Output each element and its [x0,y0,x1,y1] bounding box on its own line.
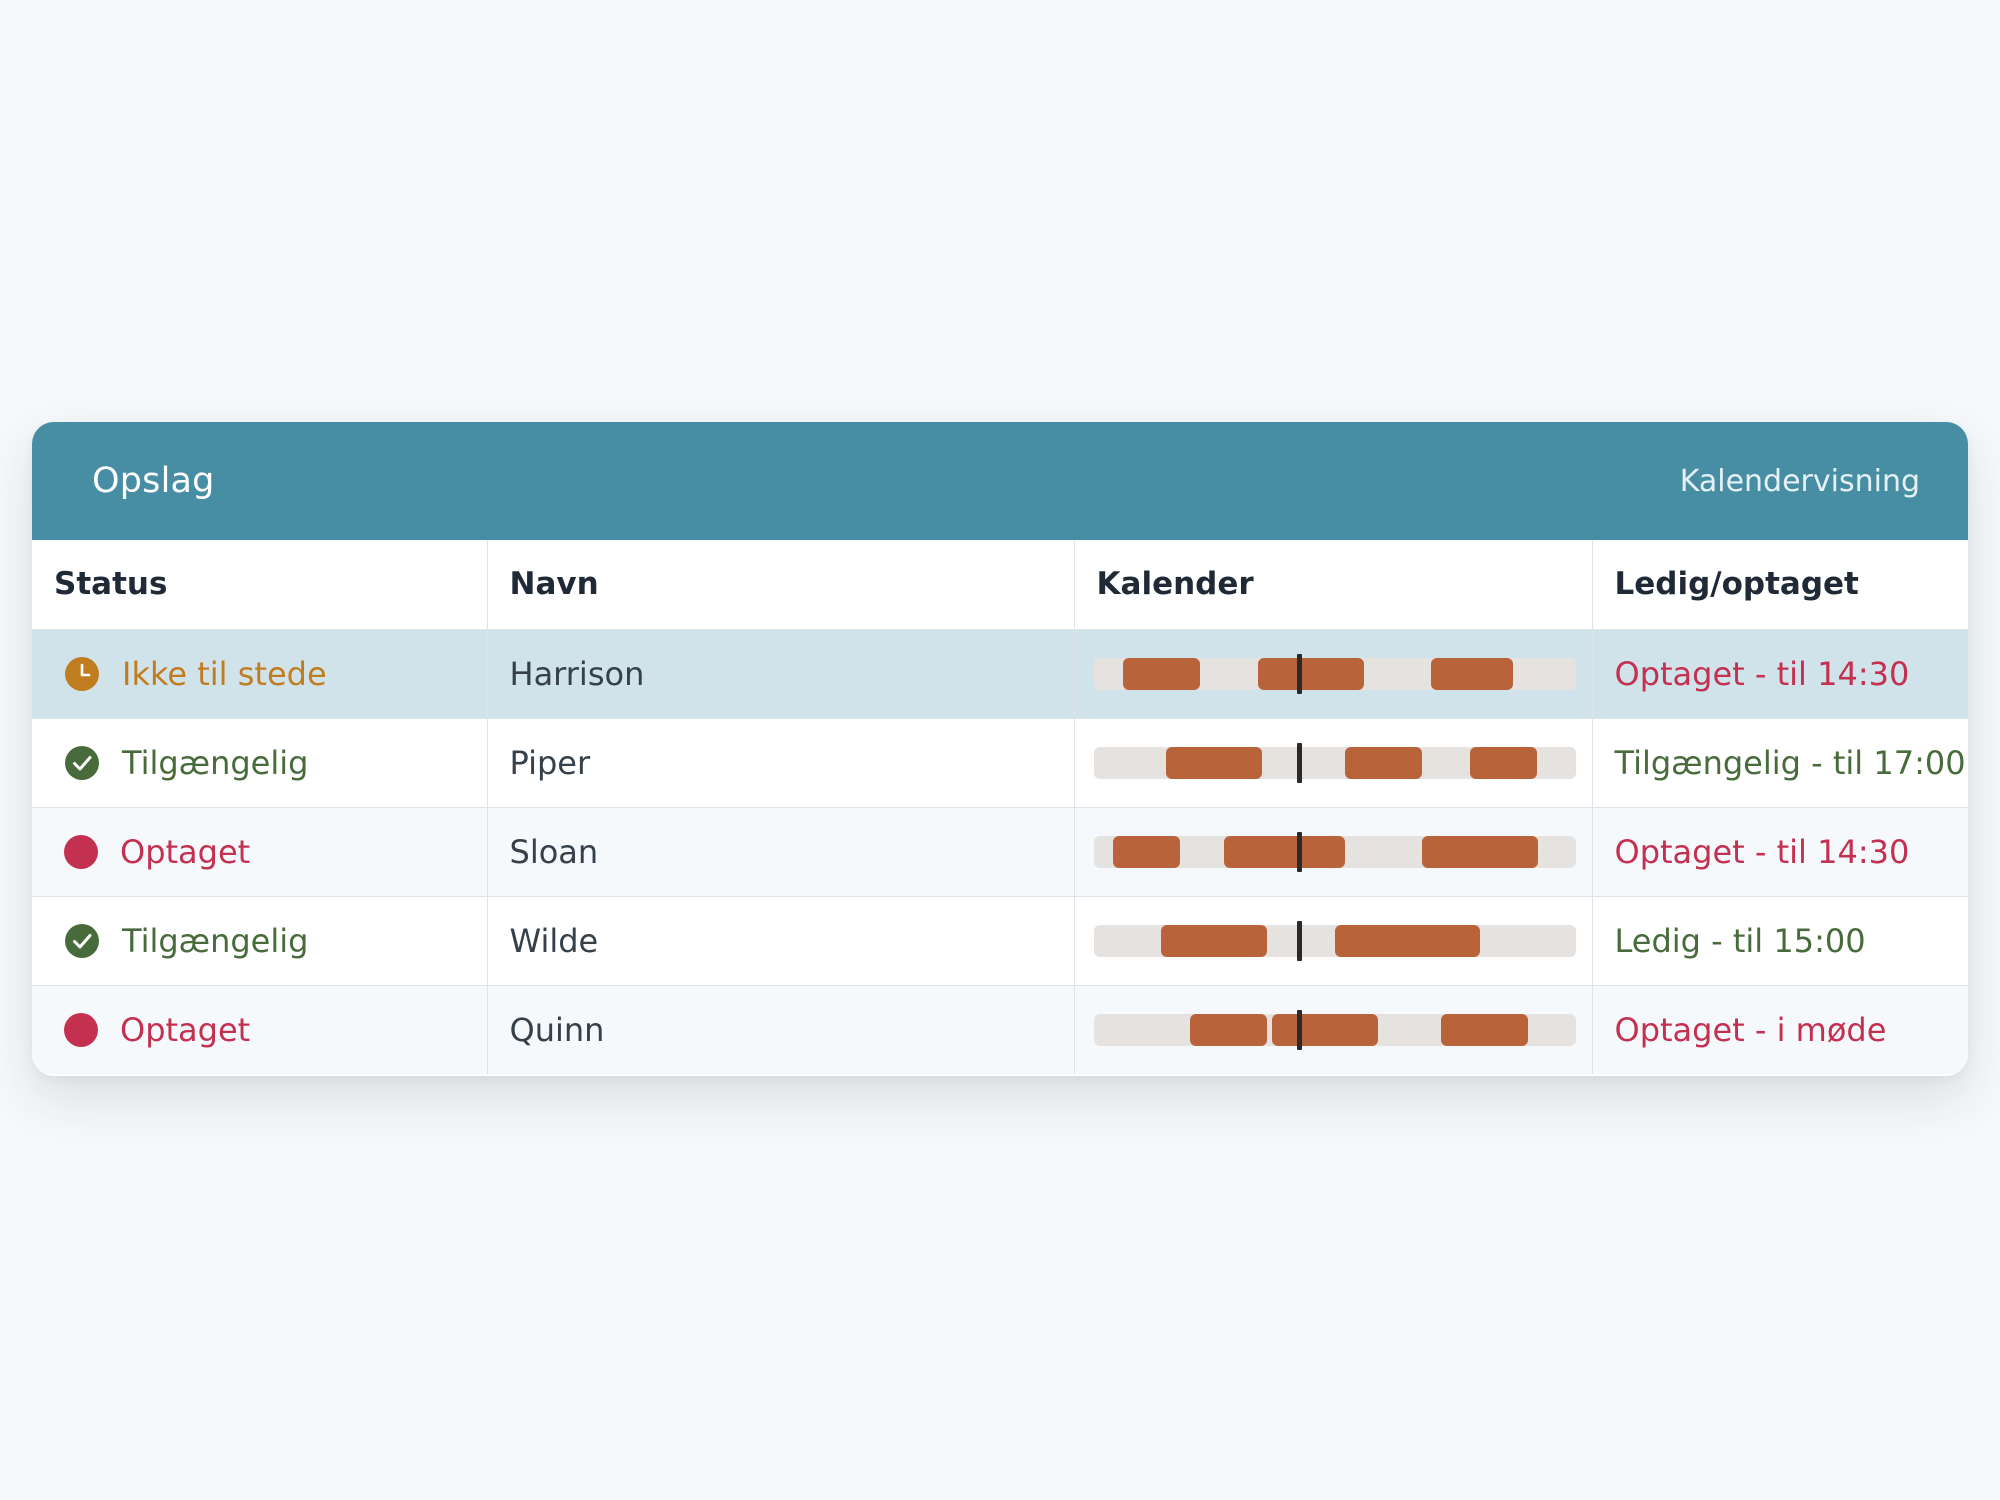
table-row[interactable]: Ikke til stede Harrison Optaget - til 14:3… [32,629,1968,719]
current-time-marker [1296,742,1302,783]
availability-text: Tilgængelig - til 17:00 [1592,718,1968,808]
busy-block[interactable] [1469,746,1537,779]
person-name[interactable]: Sloan [487,807,1075,897]
status-indicator: Tilgængelig [64,743,486,782]
busy-block[interactable] [1165,746,1262,779]
busy-block[interactable] [1160,924,1267,957]
calendar-cell [1074,629,1593,719]
calendar-timeline[interactable] [1093,1009,1576,1050]
calendar-cell [1074,807,1593,897]
table-row[interactable]: Optaget Sloan Optaget - til 14:30 [32,807,1968,897]
availability-text: Ledig - til 15:00 [1592,896,1968,986]
calendar-timeline[interactable] [1093,653,1576,694]
calendar-cell [1074,896,1593,986]
person-name[interactable]: Quinn [487,985,1075,1074]
busy-dot-icon [64,834,98,869]
availability-text: Optaget - til 14:30 [1592,629,1968,719]
status-label: Tilgængelig [122,921,309,960]
status-label: Ikke til stede [122,654,327,693]
column-header-status[interactable]: Status [32,540,488,630]
status-label: Optaget [120,1010,251,1049]
clock-icon [64,656,100,692]
busy-block[interactable] [1223,835,1345,868]
calendar-timeline[interactable] [1093,742,1576,783]
table-header-row: Status Navn Kalender Ledig/optaget [32,540,1968,630]
person-name[interactable]: Harrison [487,629,1075,719]
status-indicator: Optaget [64,1010,486,1049]
status-cell: Tilgængelig [32,718,488,808]
status-cell: Optaget [32,985,488,1074]
table-body: Ikke til stede Harrison Optaget - til 14:3… [32,629,1968,1074]
person-name[interactable]: Wilde [487,896,1075,986]
busy-block[interactable] [1122,657,1200,690]
busy-block[interactable] [1257,657,1364,690]
calendar-timeline[interactable] [1093,831,1576,872]
lookup-panel: Opslag Kalendervisning Status Navn Kalen… [32,422,1968,1076]
status-indicator: Ikke til stede [64,654,486,693]
calendar-timeline[interactable] [1093,920,1576,961]
current-time-marker [1296,831,1302,872]
people-table: Status Navn Kalender Ledig/optaget Ikke … [32,540,1968,1074]
column-header-name[interactable]: Navn [487,540,1075,630]
busy-block[interactable] [1430,657,1513,690]
table-row[interactable]: Tilgængelig Wilde Ledig - til 15:00 [32,896,1968,986]
availability-text: Optaget - til 14:30 [1592,807,1968,897]
current-time-marker [1296,1009,1302,1050]
status-cell: Ikke til stede [32,629,488,719]
availability-text: Optaget - i møde [1592,985,1968,1074]
calendar-cell [1074,718,1593,808]
busy-block[interactable] [1189,1013,1267,1046]
status-cell: Tilgængelig [32,896,488,986]
busy-block[interactable] [1112,835,1180,868]
current-time-marker [1296,653,1302,694]
calendar-cell [1074,985,1593,1074]
busy-block[interactable] [1271,1013,1378,1046]
panel-title: Opslag [92,461,215,501]
status-label: Tilgængelig [122,743,309,782]
busy-block[interactable] [1421,835,1538,868]
status-indicator: Optaget [64,832,486,871]
busy-block[interactable] [1334,924,1480,957]
status-cell: Optaget [32,807,488,897]
check-circle-icon [64,745,100,781]
busy-block[interactable] [1440,1013,1528,1046]
busy-dot-icon [64,1012,98,1047]
person-name[interactable]: Piper [487,718,1075,808]
status-indicator: Tilgængelig [64,921,486,960]
table-row[interactable]: Tilgængelig Piper Tilgængelig - til 17:00 [32,718,1968,808]
current-time-marker [1296,920,1302,961]
column-header-availability[interactable]: Ledig/optaget [1592,540,1968,630]
status-label: Optaget [120,832,251,871]
column-header-calendar[interactable]: Kalender [1074,540,1593,630]
busy-block[interactable] [1344,746,1422,779]
calendar-view-link[interactable]: Kalendervisning [1679,463,1920,499]
panel-header: Opslag Kalendervisning [32,422,1968,540]
table-row[interactable]: Optaget Quinn Optaget - i møde [32,985,1968,1074]
check-circle-icon [64,923,100,959]
